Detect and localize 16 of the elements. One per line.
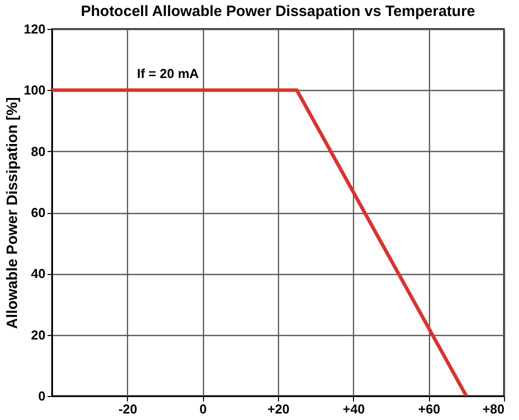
chart-title: Photocell Allowable Power Dissapation vs Temperature (80, 3, 476, 20)
y-tick-label: 120 (24, 22, 46, 36)
x-tick-label: -20 (118, 402, 138, 416)
x-tick-label: +20 (267, 402, 290, 416)
x-tick-label: +80 (482, 402, 504, 416)
x-tick-label: +60 (418, 402, 440, 416)
annotation: If = 20 mA (137, 66, 200, 81)
y-tick-label: 60 (31, 205, 46, 220)
y-tick-label: 80 (31, 144, 46, 159)
y-tick-label: 0 (38, 388, 46, 404)
y-tick-label: 20 (31, 327, 46, 342)
y-axis-title: Allowable Power Dissipation [%] (4, 97, 21, 329)
x-tick-label: 0 (200, 402, 207, 416)
y-tick-label: 40 (31, 266, 46, 282)
y-tick-label: 100 (24, 82, 46, 98)
x-tick-label: +40 (342, 402, 365, 416)
